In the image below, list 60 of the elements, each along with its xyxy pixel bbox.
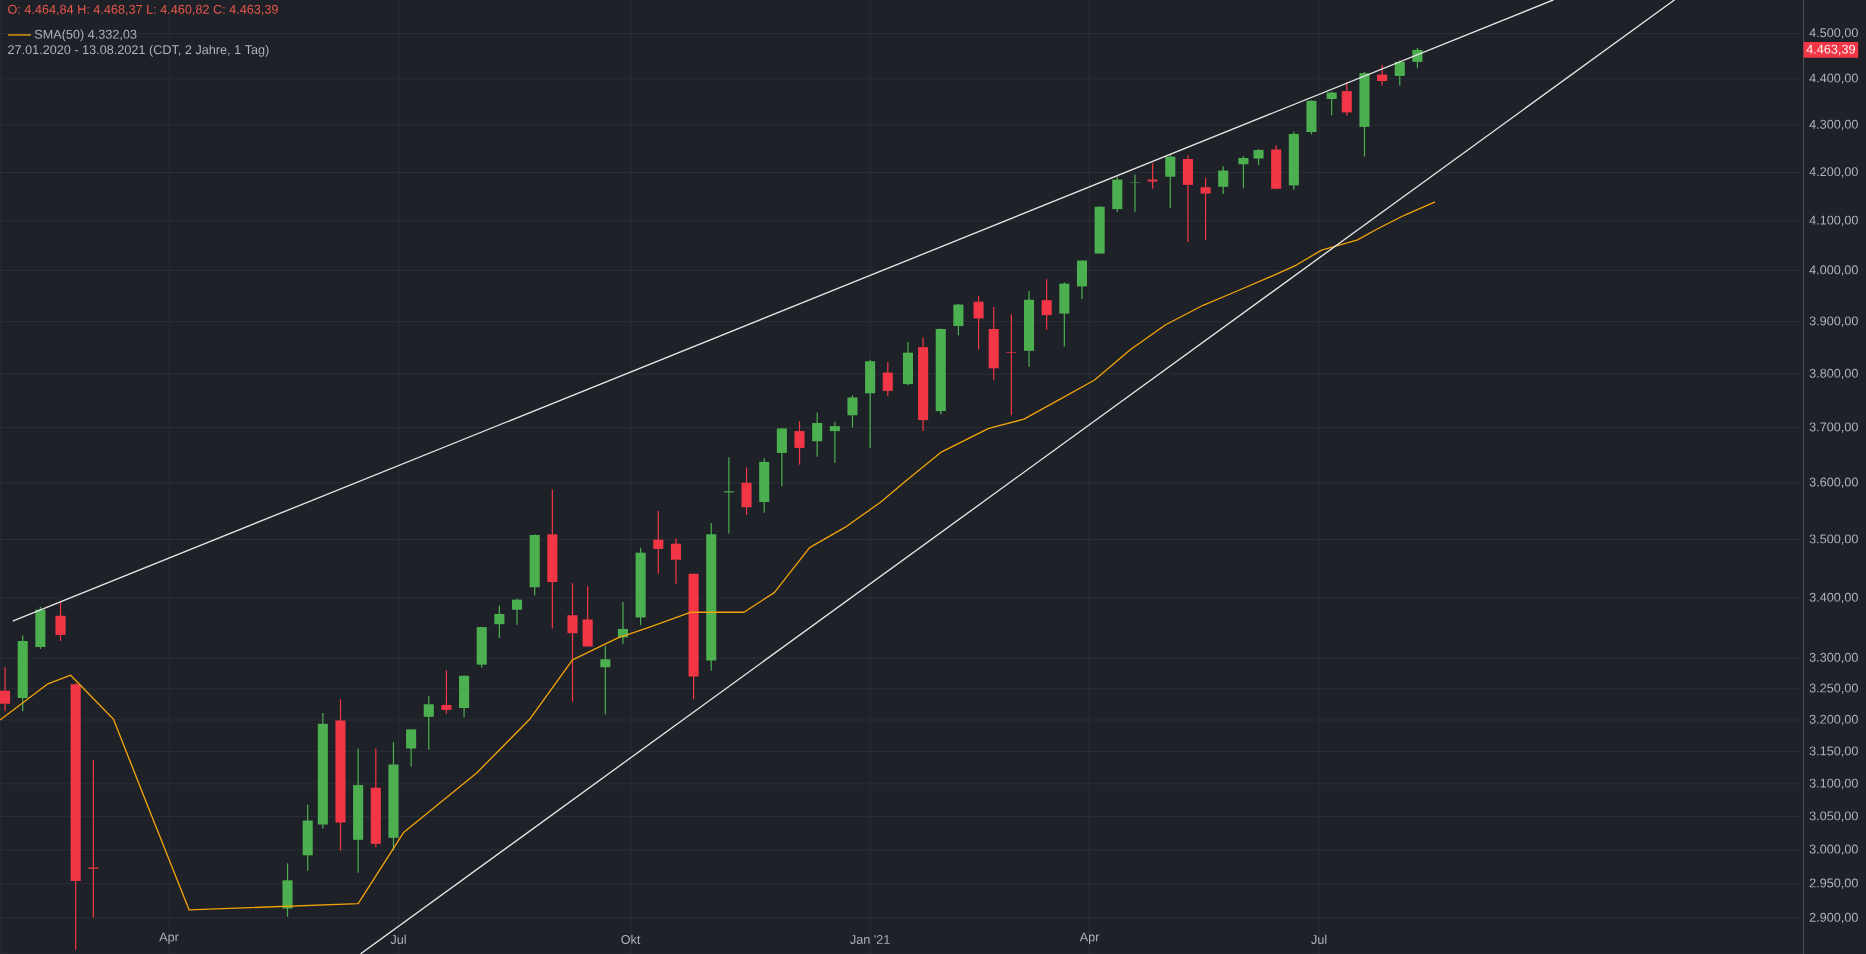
x-tick-label: Jul: [390, 934, 406, 944]
x-tick-label: Jan '21: [850, 935, 890, 944]
y-tick-label: 3.900,00: [1809, 316, 1858, 327]
candlestick: [1218, 165, 1229, 195]
candlestick: [512, 597, 523, 626]
candlestick: [794, 420, 805, 466]
y-tick-label: 3.050,00: [1809, 811, 1858, 822]
y-tick-label: 3.500,00: [1809, 534, 1858, 545]
candlestick: [1165, 153, 1176, 209]
y-tick-label: 2.950,00: [1809, 878, 1858, 889]
y-tick-label: 4.100,00: [1809, 215, 1858, 227]
x-tick-label: Apr: [1079, 932, 1100, 944]
chart-title: O: 4.464,84 H: 4.468,37 L: 4.460,82 C: 4.463,39: [8, 4, 278, 16]
candlestick: [55, 601, 66, 642]
y-tick-label: 3.800,00: [1809, 368, 1858, 380]
y-tick-label: 3.000,00: [1809, 844, 1858, 856]
candlestick: [494, 605, 505, 639]
candlestick: [1377, 64, 1388, 87]
candlestick: [953, 303, 964, 336]
candlestick: [1200, 177, 1211, 241]
y-tick-label: 3.300,00: [1809, 652, 1858, 664]
candlestick: [441, 669, 452, 715]
candlestick: [1006, 313, 1017, 416]
y-tick-label: 3.100,00: [1809, 778, 1858, 790]
candlestick: [0, 666, 11, 712]
candlestick: [670, 537, 681, 585]
candlestick: [1394, 59, 1405, 87]
candlestick: [1238, 155, 1249, 189]
candlestick: [1041, 278, 1052, 331]
y-tick-label: 3.700,00: [1809, 422, 1858, 433]
text: 4.463,39: [1806, 44, 1855, 56]
candlestick: [406, 728, 417, 768]
x-tick-label: Apr: [159, 932, 179, 944]
y-tick-label: 4.400,00: [1809, 73, 1858, 84]
y-tick-label: 2.900,00: [1809, 912, 1858, 924]
y-tick-label: 3.250,00: [1809, 683, 1858, 694]
candlestick: [600, 645, 611, 715]
candlestick: [653, 510, 664, 575]
y-tick-label: 3.400,00: [1809, 592, 1858, 604]
y-tick-label: 4.500,00: [1809, 28, 1858, 39]
candlestick: [882, 361, 893, 397]
y-tick-label: 4.000,00: [1809, 265, 1858, 276]
legend-label: SMA(50) 4.332,03: [34, 29, 137, 42]
text: 27.01.2020 - 13.08.2021 (CDT, 2 Jahre, 1 Tag): [8, 44, 269, 57]
y-tick-label: 3.600,00: [1809, 477, 1858, 489]
candlestick: [1341, 81, 1352, 117]
candlestick: [973, 295, 984, 350]
x-tick-label: Okt: [621, 934, 641, 944]
candlestick: [88, 759, 99, 919]
y-tick-label: 3.200,00: [1809, 714, 1858, 726]
candlestick: [567, 582, 578, 703]
y-tick-label: 4.300,00: [1809, 119, 1858, 131]
candlestick: [1147, 162, 1158, 190]
candlestick: [812, 412, 823, 458]
y-tick-label: 4.200,00: [1809, 167, 1858, 178]
x-tick-label: Jul: [1311, 934, 1327, 944]
candlestick: [847, 394, 858, 429]
candlestick: [423, 695, 434, 751]
y-tick-label: 3.150,00: [1809, 746, 1858, 757]
candlestick: [829, 421, 840, 464]
